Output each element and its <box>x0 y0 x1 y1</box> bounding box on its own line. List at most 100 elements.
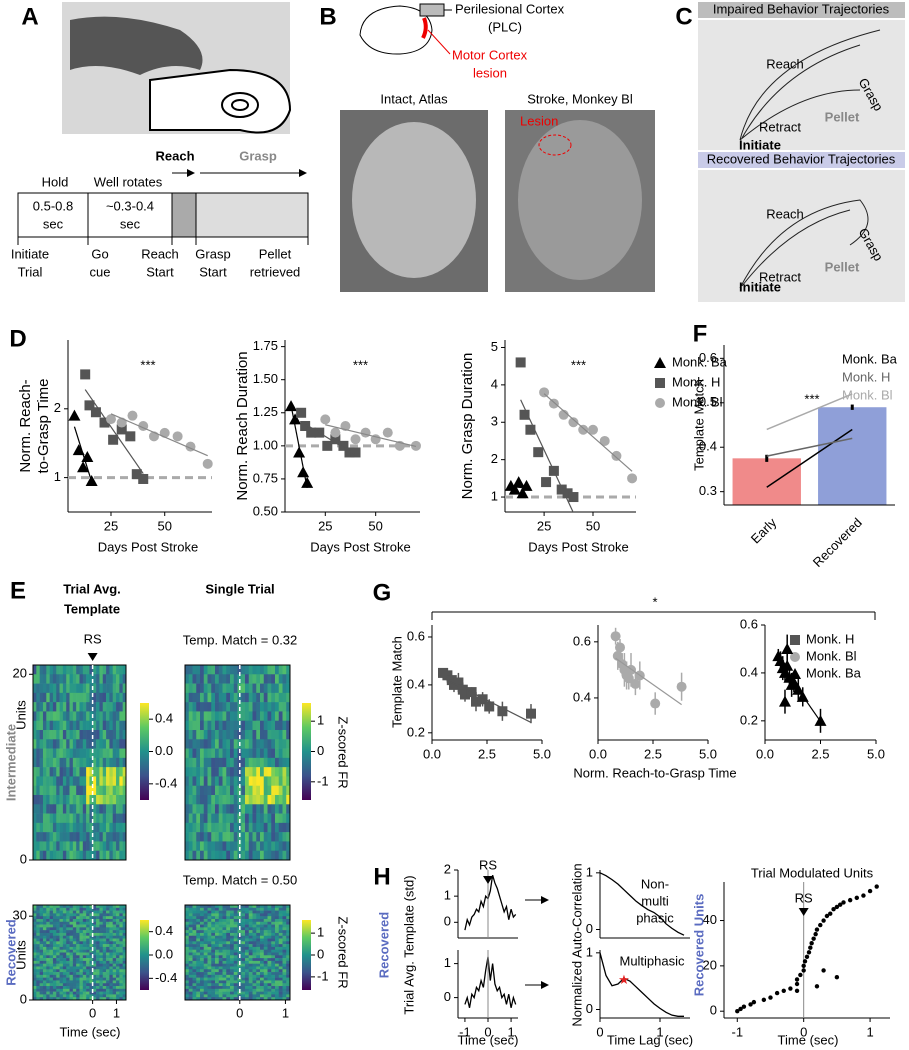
heatmap-cell <box>69 927 74 931</box>
heatmap-cell <box>286 918 291 923</box>
heatmap-cell <box>46 941 50 945</box>
heatmap-cell <box>226 974 231 978</box>
heatmap-cell <box>245 986 250 990</box>
heatmap-cell <box>245 804 250 814</box>
heatmap-cell <box>33 905 37 909</box>
heatmap-cell <box>200 972 205 976</box>
heatmap-cell <box>79 832 84 842</box>
heatmap-cell <box>46 665 50 675</box>
heatmap-cell <box>79 692 84 703</box>
heatmap-cell <box>233 938 238 942</box>
heatmap-cell <box>215 711 220 722</box>
heatmap-cell <box>248 921 253 925</box>
heatmap-cell <box>56 921 60 925</box>
heatmap-cell <box>211 804 216 814</box>
heatmap-cell <box>92 966 97 970</box>
heatmap-cell <box>119 776 123 787</box>
heatmap-cell <box>188 832 193 842</box>
label: Stroke, Monkey Bl <box>527 91 633 106</box>
heatmap-cell <box>106 946 110 951</box>
x-tick-label: 25 <box>537 518 551 533</box>
heatmap-cell <box>192 795 197 805</box>
heatmap-cell <box>79 949 84 953</box>
heatmap-cell <box>72 955 77 959</box>
heatmap-cell <box>196 983 201 987</box>
point <box>599 435 610 446</box>
heatmap-cell <box>267 972 272 976</box>
heatmap-cell <box>211 730 216 740</box>
heatmap-cell <box>275 674 280 684</box>
heatmap-cell <box>36 916 40 920</box>
heatmap-cell <box>192 980 197 984</box>
point <box>834 904 840 910</box>
heatmap-cell <box>46 930 50 934</box>
heatmap-cell <box>119 958 123 962</box>
heatmap-cell <box>86 941 90 945</box>
heatmap-cell <box>286 949 291 953</box>
heatmap-cell <box>282 841 287 852</box>
y-tick-label: 1 <box>586 864 593 879</box>
heatmap-cell <box>200 767 205 777</box>
heatmap-cell <box>275 938 280 942</box>
heatmap-cell <box>109 921 114 925</box>
heatmap-cell <box>79 918 84 923</box>
heatmap-cell <box>192 994 197 998</box>
label: Initiate <box>739 137 781 152</box>
heatmap-cell <box>89 795 94 805</box>
heatmap-cell <box>72 910 77 914</box>
heatmap-cell <box>89 952 94 956</box>
heatmap-cell <box>200 991 205 995</box>
colorbar-tick-label: 0 <box>317 743 324 758</box>
heatmap-cell <box>119 910 123 914</box>
heatmap-cell <box>211 822 216 833</box>
colorbar-tick-label: 1 <box>317 925 324 940</box>
heatmap-cell <box>112 674 117 684</box>
heatmap-cell <box>86 730 90 740</box>
heatmap-cell <box>52 972 57 976</box>
heatmap-cell <box>52 913 57 917</box>
heatmap-cell <box>200 927 205 931</box>
heatmap-cell <box>278 974 283 978</box>
point <box>541 477 552 488</box>
heatmap-cell <box>46 994 50 998</box>
heatmap-cell <box>99 795 104 805</box>
heatmap-cell <box>263 804 268 814</box>
y-tick-label: 1 <box>586 944 593 959</box>
heatmap-cell <box>82 991 87 995</box>
heatmap-cell <box>69 963 74 967</box>
heatmap-cell <box>282 952 287 956</box>
heatmap-cell <box>52 946 57 951</box>
heatmap-cell <box>89 832 94 842</box>
heatmap-cell <box>278 930 283 934</box>
x-tick-label: 0 <box>596 1024 603 1039</box>
heatmap-cell <box>267 748 272 759</box>
heatmap-cell <box>207 674 212 684</box>
monkey-line <box>766 393 853 431</box>
heatmap-cell <box>230 665 235 675</box>
heatmap-cell <box>39 841 44 852</box>
heatmap-cell <box>59 739 64 749</box>
heatmap-cell <box>112 997 117 1001</box>
heatmap-cell <box>59 969 64 973</box>
heatmap-cell <box>66 921 70 925</box>
heatmap-cell <box>275 952 280 956</box>
heatmap-cell <box>207 955 212 959</box>
point <box>874 884 879 889</box>
heatmap-cell <box>42 910 47 914</box>
heatmap-cell <box>46 730 50 740</box>
heatmap-cell <box>46 969 50 973</box>
heatmap-cell <box>267 841 272 852</box>
heatmap-cell <box>241 739 246 749</box>
heatmap-cell <box>192 949 197 953</box>
heatmap-cell <box>252 850 257 861</box>
heatmap-cell <box>119 748 123 759</box>
heatmap-cell <box>119 665 123 675</box>
heatmap-cell <box>102 991 107 995</box>
heatmap-cell <box>46 804 50 814</box>
heatmap-cell <box>286 977 291 981</box>
heatmap-cell <box>196 980 201 984</box>
heatmap-cell <box>260 969 265 973</box>
heatmap-cell <box>89 813 94 824</box>
heatmap-cell <box>59 916 64 920</box>
point <box>77 461 90 473</box>
